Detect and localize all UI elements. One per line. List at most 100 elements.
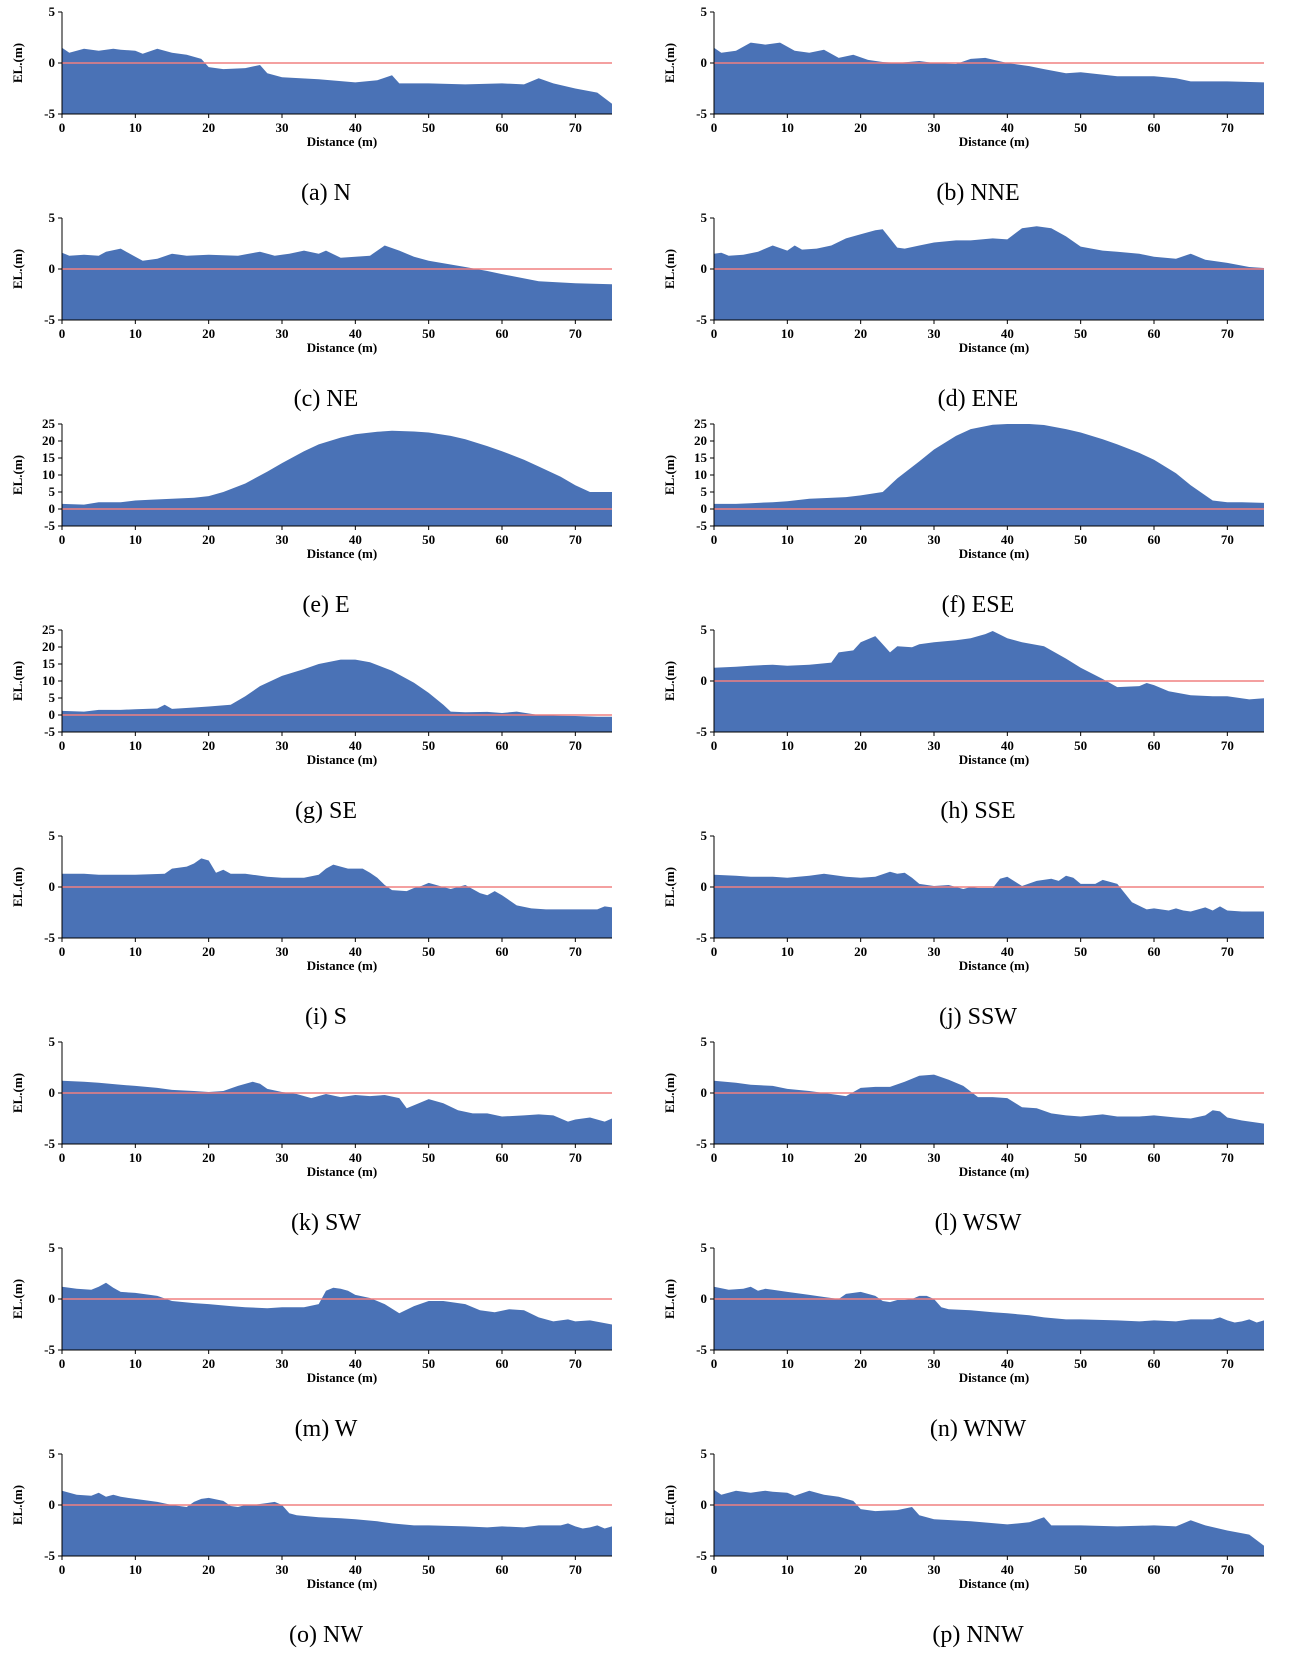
profile-panel: 5 0 -5 0 10 20 30 40 50 60 70 Distance (m) EL.(m) (k)… bbox=[0, 1034, 652, 1244]
y-tick-label: -5 bbox=[44, 1548, 55, 1563]
x-tick-label: 20 bbox=[854, 326, 867, 341]
y-tick-label: 5 bbox=[701, 210, 708, 225]
x-tick-label: 20 bbox=[854, 120, 867, 135]
elevation-area bbox=[62, 430, 612, 526]
profile-panel: 5 0 -5 0 10 20 30 40 50 60 70 Distance (m) EL.(m) (h)… bbox=[652, 622, 1304, 832]
x-axis-title: Distance (m) bbox=[959, 546, 1029, 561]
x-tick-label: 30 bbox=[276, 120, 289, 135]
panel-caption: (p) NNW bbox=[932, 1622, 1024, 1648]
x-tick-label: 40 bbox=[349, 1150, 362, 1165]
x-tick-label: 30 bbox=[276, 1150, 289, 1165]
panel-caption: (j) SSW bbox=[939, 1004, 1017, 1030]
x-tick-label: 30 bbox=[276, 738, 289, 753]
x-tick-label: 60 bbox=[496, 120, 509, 135]
elevation-area bbox=[714, 42, 1264, 114]
x-tick-label: 70 bbox=[569, 1356, 582, 1371]
x-tick-label: 30 bbox=[276, 1356, 289, 1371]
x-tick-label: 70 bbox=[1221, 1356, 1234, 1371]
y-tick-label: 20 bbox=[42, 639, 55, 654]
panel-caption: (k) SW bbox=[291, 1210, 361, 1236]
profile-panel: 5 0 -5 0 10 20 30 40 50 60 70 Distance (m) EL.(m) (n)… bbox=[652, 1240, 1304, 1450]
x-tick-label: 70 bbox=[1221, 1562, 1234, 1577]
x-tick-label: 10 bbox=[129, 1356, 142, 1371]
y-axis-title: EL.(m) bbox=[10, 455, 25, 495]
x-tick-label: 50 bbox=[422, 532, 435, 547]
x-tick-label: 10 bbox=[129, 1562, 142, 1577]
x-tick-label: 50 bbox=[1074, 944, 1087, 959]
y-axis-title: EL.(m) bbox=[662, 1073, 677, 1113]
y-tick-label: 0 bbox=[49, 261, 56, 276]
x-tick-label: 40 bbox=[1001, 120, 1014, 135]
y-axis-title: EL.(m) bbox=[662, 1279, 677, 1319]
x-tick-label: 30 bbox=[928, 1356, 941, 1371]
panel-caption: (a) N bbox=[301, 180, 351, 206]
profile-panel: 5 0 -5 0 10 20 30 40 50 60 70 Distance (m) EL.(m) (p)… bbox=[652, 1446, 1304, 1656]
x-tick-label: 10 bbox=[781, 1562, 794, 1577]
y-tick-label: 5 bbox=[701, 622, 708, 637]
x-tick-label: 20 bbox=[854, 1562, 867, 1577]
y-tick-label: 5 bbox=[49, 828, 56, 843]
profile-panel: 5 0 -5 0 10 20 30 40 50 60 70 Distance (m) EL.(m) (c)… bbox=[0, 210, 652, 420]
x-tick-label: 40 bbox=[349, 326, 362, 341]
x-tick-label: 60 bbox=[1148, 326, 1161, 341]
x-tick-label: 0 bbox=[711, 944, 718, 959]
y-tick-label: 0 bbox=[49, 879, 56, 894]
x-tick-label: 70 bbox=[1221, 738, 1234, 753]
x-axis-title: Distance (m) bbox=[959, 1370, 1029, 1385]
x-tick-label: 0 bbox=[59, 326, 66, 341]
elevation-area bbox=[62, 1490, 612, 1556]
x-tick-label: 50 bbox=[422, 738, 435, 753]
x-tick-label: 0 bbox=[59, 532, 66, 547]
x-tick-label: 40 bbox=[349, 1356, 362, 1371]
x-tick-label: 40 bbox=[349, 944, 362, 959]
y-axis-title: EL.(m) bbox=[662, 249, 677, 289]
y-tick-label: -5 bbox=[696, 1136, 707, 1151]
elevation-area bbox=[714, 871, 1264, 938]
x-tick-label: 70 bbox=[569, 1150, 582, 1165]
elevation-area bbox=[62, 1080, 612, 1144]
y-axis-title: EL.(m) bbox=[10, 1485, 25, 1525]
x-tick-label: 40 bbox=[1001, 1356, 1014, 1371]
x-tick-label: 40 bbox=[1001, 326, 1014, 341]
x-tick-label: 40 bbox=[1001, 532, 1014, 547]
x-axis-title: Distance (m) bbox=[959, 1576, 1029, 1591]
x-tick-label: 70 bbox=[1221, 944, 1234, 959]
profile-panel: 25 20 15 10 5 0 -5 0 10 20 30 40 50 60 70 Distance (m) E… bbox=[0, 416, 652, 626]
panel-caption: (c) NE bbox=[293, 386, 359, 412]
y-tick-label: 20 bbox=[42, 433, 55, 448]
y-tick-label: 0 bbox=[49, 501, 56, 516]
x-tick-label: 30 bbox=[928, 120, 941, 135]
x-tick-label: 20 bbox=[854, 1356, 867, 1371]
elevation-area bbox=[62, 659, 612, 732]
x-tick-label: 60 bbox=[1148, 1150, 1161, 1165]
x-tick-label: 60 bbox=[496, 532, 509, 547]
y-axis-title: EL.(m) bbox=[10, 249, 25, 289]
y-tick-label: 5 bbox=[49, 1446, 56, 1461]
y-tick-label: -5 bbox=[44, 1342, 55, 1357]
x-tick-label: 50 bbox=[422, 1562, 435, 1577]
panel-caption: (n) WNW bbox=[929, 1416, 1027, 1442]
y-tick-label: 0 bbox=[701, 1085, 708, 1100]
x-tick-label: 20 bbox=[854, 1150, 867, 1165]
profile-panel: 25 20 15 10 5 0 -5 0 10 20 30 40 50 60 70 Distance (m) E… bbox=[0, 622, 652, 832]
x-tick-label: 70 bbox=[569, 944, 582, 959]
x-tick-label: 0 bbox=[59, 1356, 66, 1371]
x-tick-label: 30 bbox=[928, 738, 941, 753]
x-tick-label: 70 bbox=[569, 1562, 582, 1577]
x-tick-label: 70 bbox=[569, 532, 582, 547]
y-tick-label: -5 bbox=[696, 518, 707, 533]
x-tick-label: 0 bbox=[711, 532, 718, 547]
x-tick-label: 70 bbox=[1221, 532, 1234, 547]
x-tick-label: 0 bbox=[59, 1562, 66, 1577]
x-tick-label: 10 bbox=[781, 944, 794, 959]
x-tick-label: 10 bbox=[129, 532, 142, 547]
y-tick-label: 5 bbox=[701, 1240, 708, 1255]
y-tick-label: -5 bbox=[696, 1548, 707, 1563]
x-axis-title: Distance (m) bbox=[307, 752, 377, 767]
